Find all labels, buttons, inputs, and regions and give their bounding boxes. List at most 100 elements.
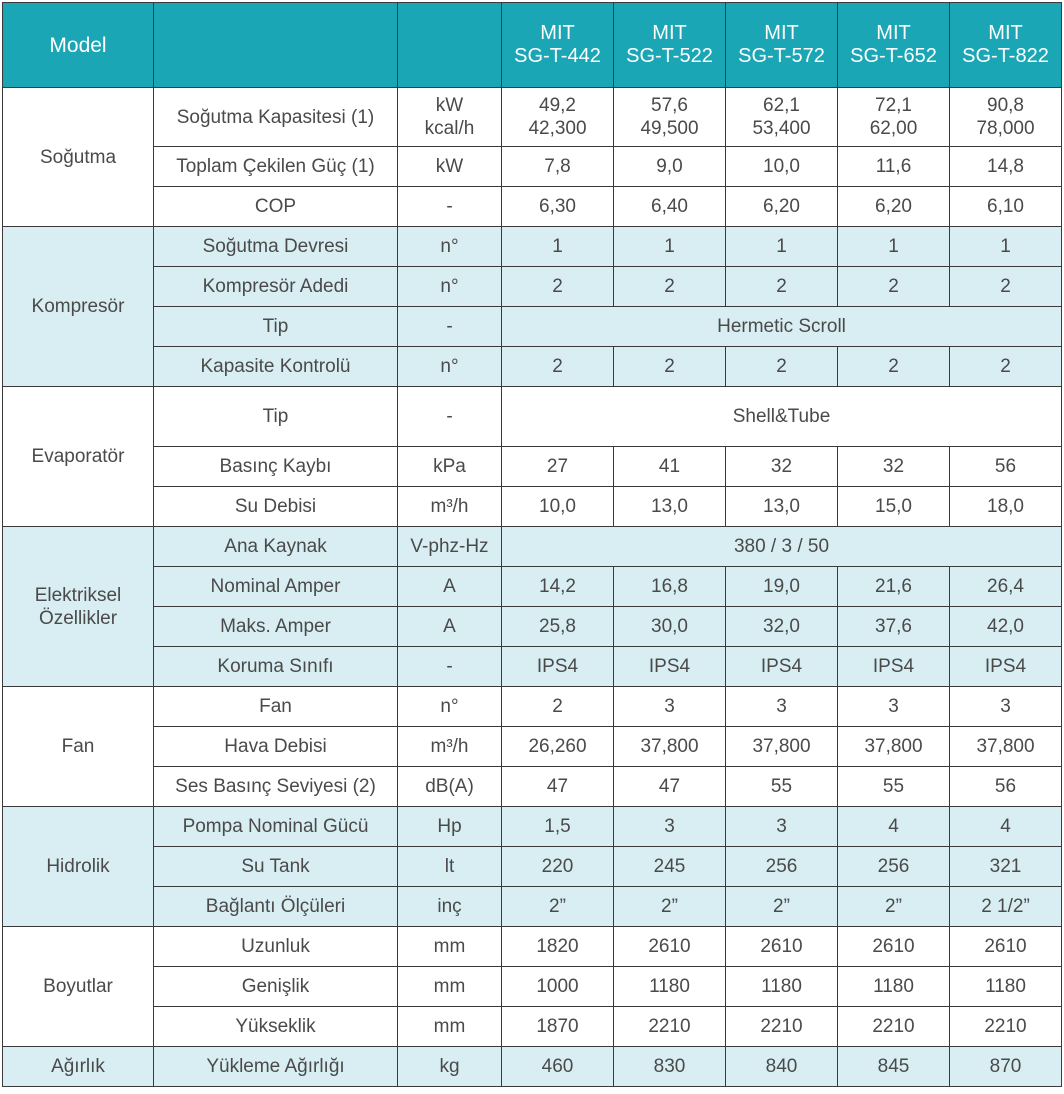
value-cell: 845: [837, 1046, 950, 1087]
value-cell: 10,0: [725, 146, 838, 187]
cell-text: Soğutma: [39, 146, 117, 168]
value-cell: 2: [613, 266, 726, 307]
value-cell: 25,8: [501, 606, 614, 647]
group-label: Evaporatör: [2, 386, 154, 527]
value-cell: 2: [501, 686, 614, 727]
table-row: Evaporatör Tip - Shell&Tube: [2, 386, 1062, 527]
value-cell: 62,1 53,400: [725, 87, 838, 147]
value-cell: 1: [613, 226, 726, 267]
cell-text: Ağırlık: [51, 1056, 105, 1077]
unit-cell: Hp: [397, 806, 502, 847]
value-cell: 870: [949, 1046, 1062, 1087]
value-cell: 90,8 78,000: [949, 87, 1062, 147]
value-cell: 2”: [613, 886, 726, 927]
value-cell: 3: [725, 806, 838, 847]
cell-text: Hidrolik: [46, 856, 110, 877]
value-cell: 1180: [837, 966, 950, 1007]
value-cell: 3: [613, 686, 726, 727]
value-cell: 2210: [949, 1006, 1062, 1047]
model-col-header: MIT SG-T-822: [949, 2, 1062, 88]
value-cell: 1870: [501, 1006, 614, 1047]
cell-text: 49,2: [539, 95, 576, 116]
param-cell: Yükleme Ağırlığı: [153, 1046, 398, 1087]
value-cell: 47: [501, 766, 614, 807]
group-4: Fan Fan n° 2 3 3 3 3 Hava Debisi m³/h 26,260 37,800…: [2, 686, 1062, 807]
value-cell: 2: [501, 266, 614, 307]
table-row: Elektriksel Özellikler Ana Kaynak V-phz-Hz 3…: [2, 526, 1062, 687]
param-cell: Pompa Nominal Gücü: [153, 806, 398, 847]
cell-text: kW: [435, 95, 464, 116]
table-row: COP -6,30 6,40 6,20 6,20 6,10: [3, 186, 1062, 227]
cell-text: Fan: [61, 736, 95, 757]
table-row: Kompresör Adedi n° 2 2 2 2 2: [3, 266, 1062, 307]
cell-text: Özellikler: [38, 607, 118, 629]
value-cell: 2: [725, 266, 838, 307]
param-header: [153, 2, 398, 88]
unit-cell: kW: [397, 146, 502, 187]
unit-cell: n°: [397, 686, 502, 727]
value-cell: 1000: [501, 966, 614, 1007]
value-cell: 6,20: [725, 186, 838, 227]
value-cell: 55: [837, 766, 950, 807]
value-cell: 32: [837, 446, 950, 487]
unit-cell: -: [397, 306, 502, 347]
value-cell: 1180: [613, 966, 726, 1007]
value-cell: 2 1/2”: [949, 886, 1062, 927]
param-cell: Bağlantı Ölçüleri: [153, 886, 398, 927]
param-cell: Fan: [153, 686, 398, 727]
value-cell: 1820: [501, 926, 614, 967]
cell-text: 57,6: [651, 95, 688, 116]
unit-cell: m³/h: [397, 486, 502, 527]
unit-header: [397, 2, 502, 88]
merged-value-cell: 380 / 3 / 50: [501, 526, 1062, 567]
unit-cell: -: [397, 386, 502, 447]
value-cell: 18,0: [949, 486, 1062, 527]
value-cell: 21,6: [837, 566, 950, 607]
unit-cell: kg: [397, 1046, 502, 1087]
group-label: Boyutlar: [2, 926, 154, 1047]
group-6: Boyutlar Uzunluk mm 1820 2610 2610 2610 2610 Gen…: [2, 926, 1062, 1047]
model-col-header: MIT SG-T-442: [501, 2, 614, 88]
model-header: Model: [2, 2, 154, 88]
param-cell: Genişlik: [153, 966, 398, 1007]
value-cell: 37,800: [949, 726, 1062, 767]
group-label: Elektriksel Özellikler: [2, 526, 154, 687]
table-header: Model MIT SG-T-442 MIT SG-T-522 MIT SG-T-57…: [2, 2, 1062, 88]
table-row: Hava Debisi m³/h 26,260 37,800 37,800 37,800 3…: [3, 726, 1062, 767]
value-cell: 30,0: [613, 606, 726, 647]
unit-cell: n°: [397, 226, 502, 267]
value-cell: 47: [613, 766, 726, 807]
group-3: Elektriksel Özellikler Ana Kaynak V-phz-Hz 3…: [2, 526, 1062, 687]
value-cell: 3: [613, 806, 726, 847]
value-cell: 37,6: [837, 606, 950, 647]
value-cell: 1180: [725, 966, 838, 1007]
table-row: Soğutma Soğutma Kapasitesi (1) kW kcal/h 49,…: [2, 87, 1062, 227]
group-0: Soğutma Soğutma Kapasitesi (1) kW kcal/h 49,…: [2, 87, 1062, 227]
value-cell: 11,6: [837, 146, 950, 187]
value-cell: 13,0: [613, 486, 726, 527]
value-cell: 3: [837, 686, 950, 727]
value-cell: IPS4: [837, 646, 950, 687]
unit-cell: A: [397, 606, 502, 647]
model-col-header: MIT SG-T-572: [725, 2, 838, 88]
param-cell: Uzunluk: [153, 926, 398, 967]
table-row: Kapasite Kontrolü n° 2 2 2 2 2: [3, 346, 1062, 387]
value-cell: 32,0: [725, 606, 838, 647]
cell-text: Elektriksel: [34, 584, 122, 606]
value-cell: 256: [837, 846, 950, 887]
param-cell: COP: [153, 186, 398, 227]
unit-cell: kPa: [397, 446, 502, 487]
unit-cell: V-phz-Hz: [397, 526, 502, 567]
value-cell: 2: [725, 346, 838, 387]
table-row: Bağlantı Ölçüleri inç 2” 2” 2” 2” 2 1/2”: [3, 886, 1062, 927]
group-label: Fan: [2, 686, 154, 807]
value-cell: 321: [949, 846, 1062, 887]
value-cell: 2210: [613, 1006, 726, 1047]
value-cell: IPS4: [949, 646, 1062, 687]
model-col-header: MIT SG-T-652: [837, 2, 950, 88]
param-cell: Basınç Kaybı: [153, 446, 398, 487]
unit-cell: dB(A): [397, 766, 502, 807]
param-cell: Yükseklik: [153, 1006, 398, 1047]
param-cell: Ana Kaynak: [153, 526, 398, 567]
value-cell: 3: [949, 686, 1062, 727]
